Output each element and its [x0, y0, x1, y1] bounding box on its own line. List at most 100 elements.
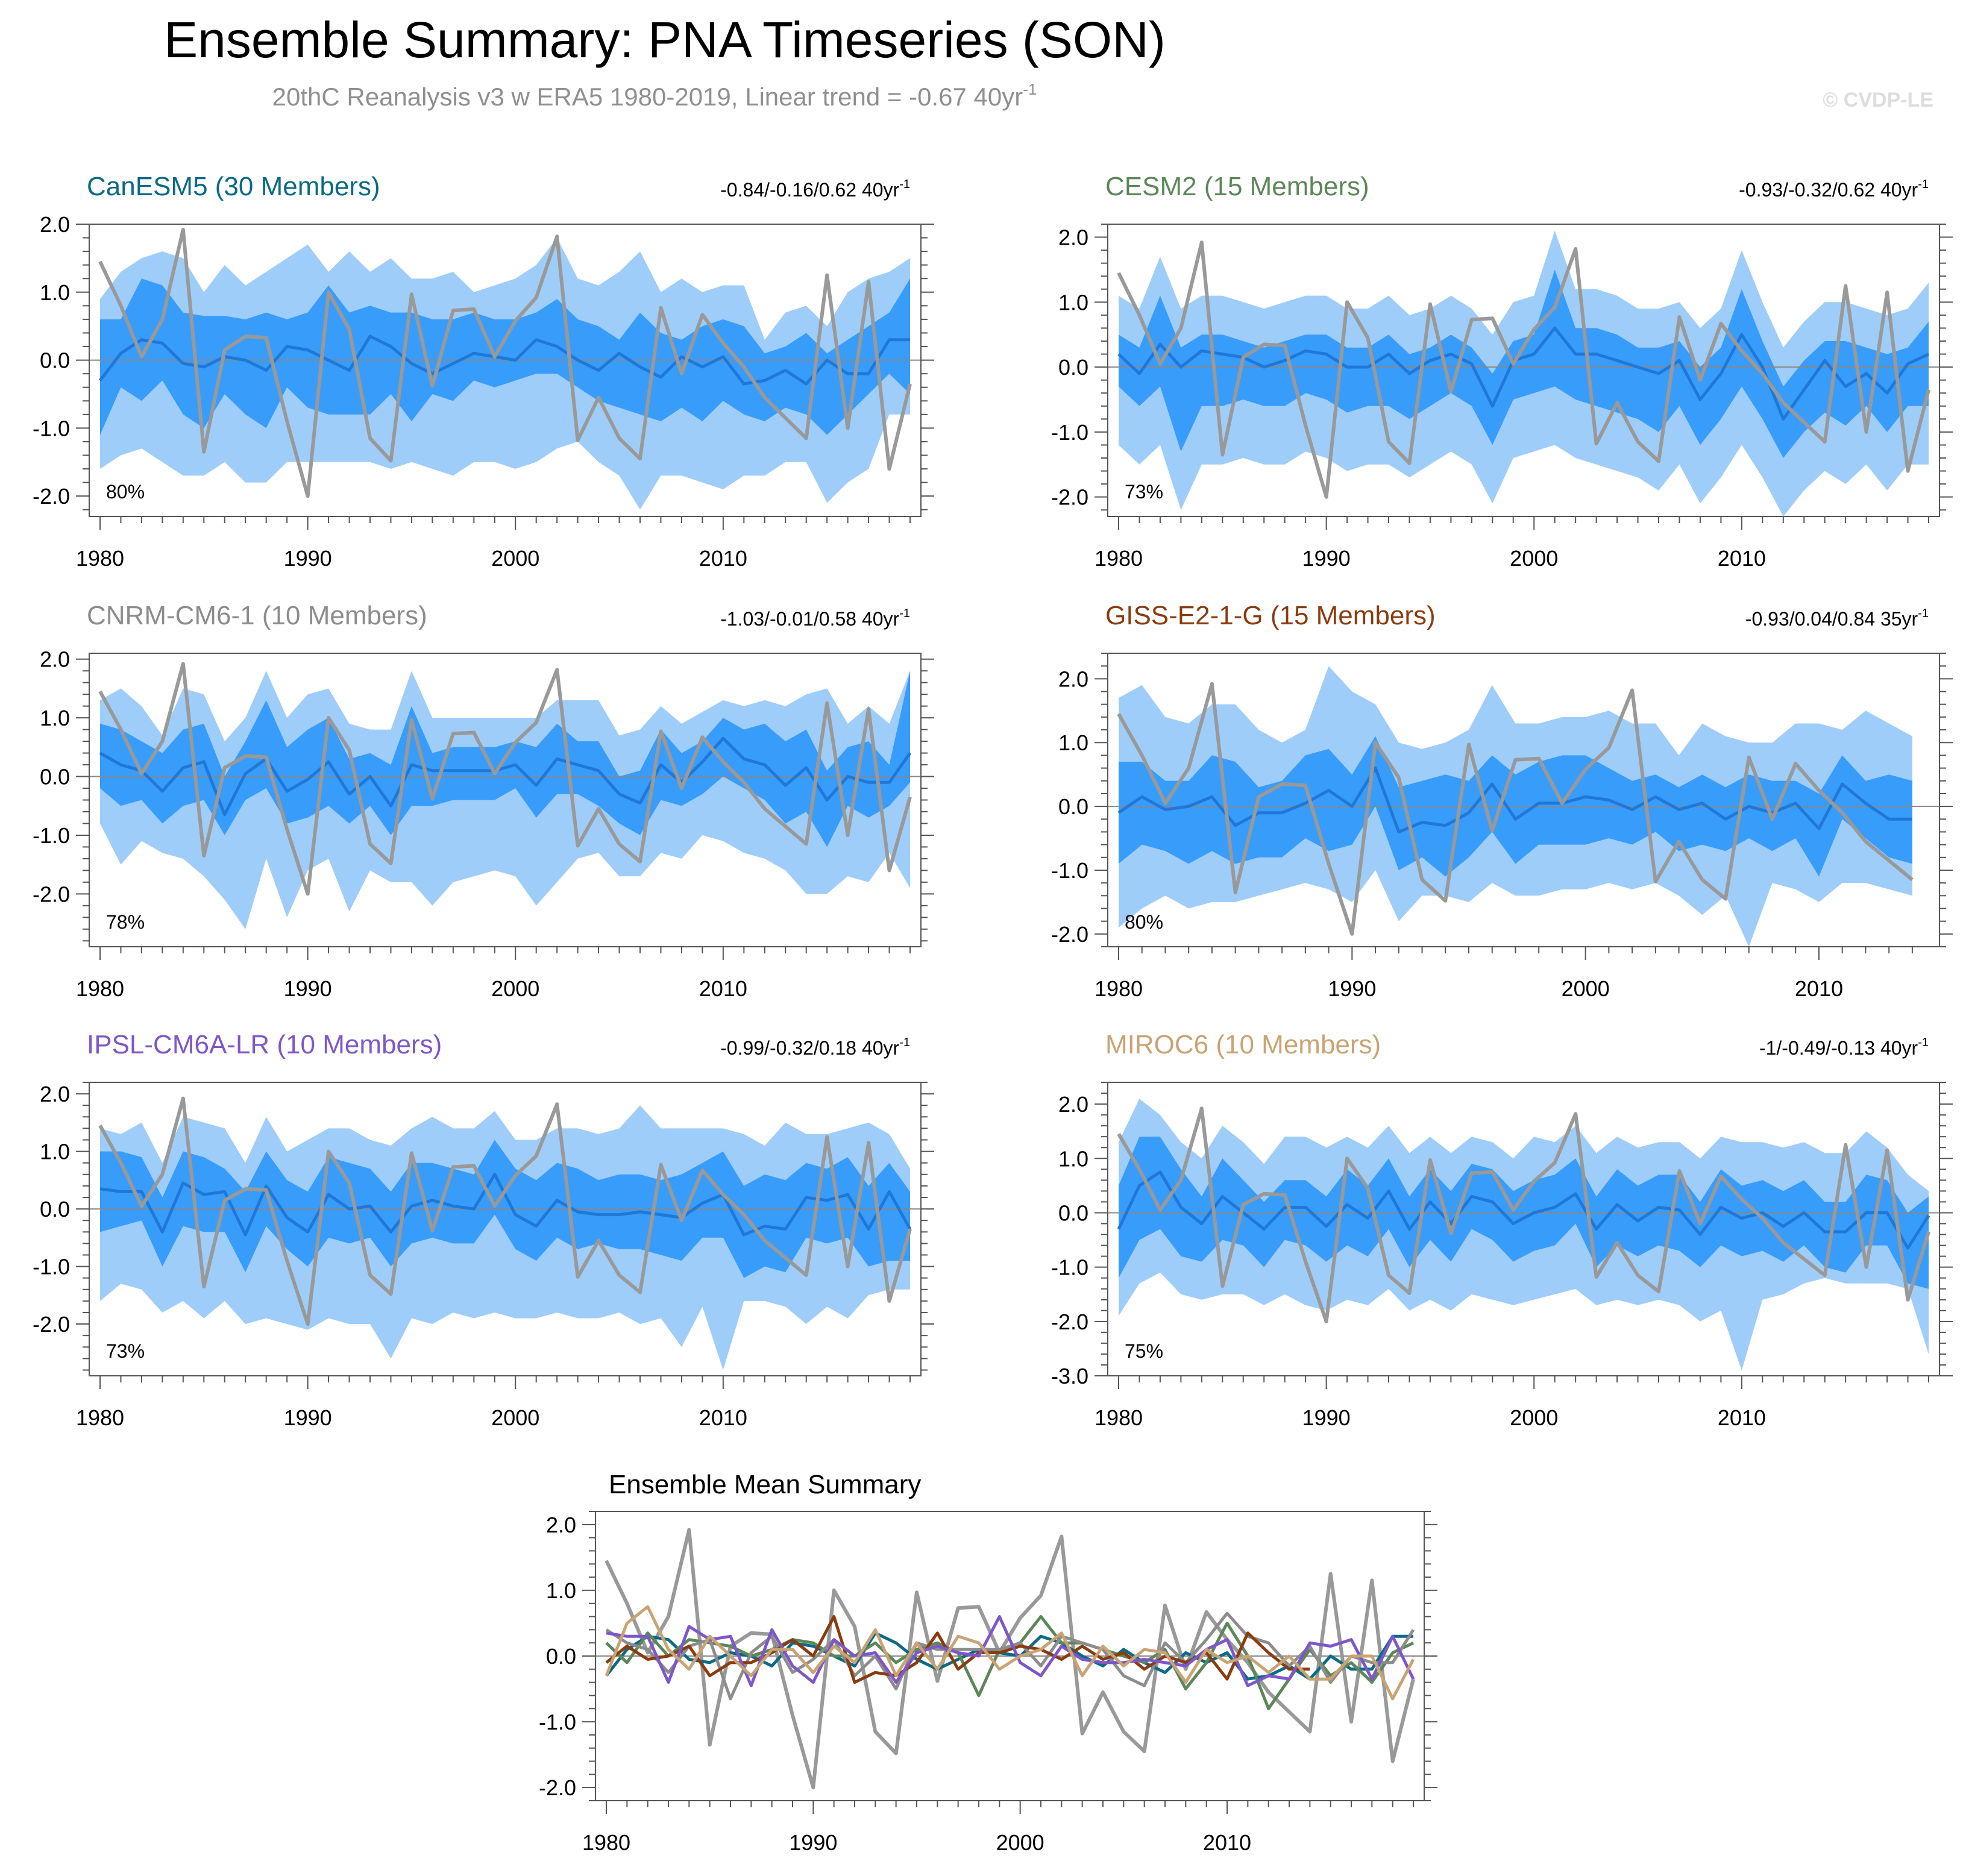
plot-frame [1107, 653, 1940, 947]
panel-giss-e2-1-g: 2.0 1.0 0.0 -1.0 -2.0 1980 1990 2000 2010 GISS-E2… [1051, 601, 1953, 1001]
x-tick-label: 1990 [284, 546, 332, 571]
figure-subtitle-sup: -1 [1023, 80, 1037, 98]
x-tick-label: 2000 [491, 1405, 539, 1430]
trend-label-sup: -1 [899, 1036, 910, 1049]
x-tick-label: 1980 [1095, 1405, 1143, 1430]
panel-ensemble-mean-summary: 2.0 1.0 0.0 -1.0 -2.0 1980 1990 2000 2010 Ensembl… [539, 1470, 1437, 1855]
y-tick-label: 1.0 [40, 706, 70, 730]
plot-area [1108, 666, 1939, 947]
observation-line [1117, 682, 1914, 936]
ensemble-mean-line [99, 1173, 912, 1237]
y-tick-label: -3.0 [1051, 1364, 1088, 1388]
series-line-canesm5 [605, 1631, 1413, 1681]
plot-area [89, 1096, 921, 1370]
y-tick-label: -1.0 [1051, 420, 1088, 445]
y-tick-label: -1.0 [33, 416, 70, 441]
inner-spread-band [1119, 269, 1929, 458]
panel-miroc6: 2.0 1.0 0.0 -1.0 -2.0 -3.0 1980 1990 2000 2010 MIR… [1051, 1030, 1953, 1430]
x-tick-label: 1990 [1302, 546, 1351, 571]
trend-label-sup: -1 [1918, 178, 1929, 191]
observation-line [605, 1528, 1415, 1790]
panel-title: CNRM-CM6-1 (10 Members) [87, 601, 427, 630]
y-tick-label: 2.0 [1058, 1092, 1088, 1117]
y-tick-label: -1.0 [33, 823, 70, 848]
x-tick-label: 1980 [1095, 976, 1143, 1001]
trend-label-text: -1.03/-0.01/0.58 40yr [720, 608, 899, 630]
y-tick-label: 0.0 [1058, 1200, 1088, 1225]
ensemble-mean-line [1117, 326, 1930, 421]
panel-title: IPSL-CM6A-LR (10 Members) [87, 1030, 442, 1059]
trend-label: -0.93/-0.32/0.62 40yr-1 [1739, 178, 1929, 201]
series-line-miroc6 [605, 1605, 1415, 1701]
observation-line [98, 662, 912, 896]
observation-line [1117, 1106, 1930, 1323]
y-tick-label: -2.0 [33, 484, 70, 509]
percent-label: 73% [1125, 481, 1163, 503]
y-tick-label: 1.0 [40, 280, 70, 305]
trend-label-sup: -1 [899, 178, 910, 191]
y-tick-label: 1.0 [1058, 730, 1088, 755]
y-tick-label: 0.0 [546, 1644, 576, 1669]
x-tick-label: 2000 [491, 976, 539, 1001]
y-tick-label: -1.0 [1051, 858, 1088, 883]
ensemble-mean-line [99, 334, 910, 386]
observation-line [98, 228, 912, 498]
panel-cesm2: 2.0 1.0 0.0 -1.0 -2.0 1980 1990 2000 2010 CESM2 (… [1051, 172, 1953, 571]
trend-label-sup: -1 [1918, 1036, 1929, 1049]
x-tick-label: 1980 [582, 1830, 630, 1855]
x-tick-label: 2000 [996, 1830, 1044, 1855]
plot-frame [1107, 1082, 1940, 1376]
x-tick-label: 2010 [1203, 1830, 1251, 1855]
trend-label: -0.99/-0.32/0.18 40yr-1 [720, 1036, 910, 1059]
series-line-ipsl-cm6a-lr [606, 1615, 1415, 1687]
figure-subtitle: 20thC Reanalysis v3 w ERA5 1980-2019, Li… [272, 80, 1037, 111]
y-tick-label: -2.0 [33, 1312, 70, 1337]
ensemble-mean-line [1117, 767, 1912, 833]
trend-label-text: -1/-0.49/-0.13 40yr [1759, 1037, 1918, 1059]
percent-label: 80% [106, 481, 145, 503]
x-tick-label: 2010 [1718, 546, 1766, 571]
percent-label: 75% [1125, 1340, 1163, 1362]
x-tick-label: 2000 [1562, 976, 1610, 1001]
ensemble-mean-line [1117, 1170, 1930, 1250]
x-tick-label: 1980 [1095, 546, 1143, 571]
y-tick-label: 0.0 [40, 765, 70, 789]
panel-title: MIROC6 (10 Members) [1105, 1030, 1381, 1059]
x-tick-label: 2000 [491, 546, 539, 571]
series-line-cnrm-cm6-1 [605, 1611, 1415, 1701]
x-tick-label: 1980 [76, 1405, 124, 1430]
y-tick-label: 0.0 [40, 1197, 70, 1222]
y-tick-label: 1.0 [40, 1140, 70, 1164]
observation-line [1117, 240, 1930, 499]
panel-title: CESM2 (15 Members) [1105, 172, 1369, 201]
y-tick-label: 0.0 [40, 348, 70, 373]
plot-frame [89, 1082, 922, 1376]
plot-area [1108, 230, 1939, 516]
x-tick-label: 1980 [76, 546, 124, 571]
trend-label-text: -0.84/-0.16/0.62 40yr [720, 179, 899, 201]
y-tick-label: 2.0 [546, 1513, 576, 1537]
trend-label-text: -0.93/0.04/0.84 35yr [1745, 608, 1918, 630]
x-tick-label: 2000 [1510, 546, 1558, 571]
y-tick-label: -2.0 [1051, 485, 1088, 510]
plot-area [595, 1528, 1424, 1790]
trend-label-sup: -1 [1918, 607, 1929, 620]
x-tick-label: 1980 [76, 976, 124, 1001]
watermark: © CVDP-LE [1823, 89, 1933, 111]
y-tick-label: 2.0 [1058, 667, 1088, 691]
trend-label: -1/-0.49/-0.13 40yr-1 [1759, 1036, 1929, 1059]
y-tick-label: 0.0 [1058, 355, 1088, 380]
y-tick-label: -2.0 [1051, 1310, 1088, 1334]
panel-ipsl-cm6a-lr: 2.0 1.0 0.0 -1.0 -2.0 1980 1990 2000 2010 IPSL-CM… [33, 1030, 934, 1430]
ensemble-mean-line [99, 736, 912, 817]
y-tick-label: 2.0 [40, 647, 70, 672]
percent-label: 80% [1125, 911, 1163, 933]
x-tick-label: 2000 [1510, 1405, 1558, 1430]
panel-title: GISS-E2-1-G (15 Members) [1105, 601, 1436, 630]
plot-frame [1107, 224, 1940, 517]
y-tick-label: -1.0 [539, 1710, 576, 1734]
x-tick-label: 2010 [699, 1405, 747, 1430]
figure-title: Ensemble Summary: PNA Timeseries (SON) [164, 11, 1166, 68]
observation-line [98, 1096, 912, 1326]
